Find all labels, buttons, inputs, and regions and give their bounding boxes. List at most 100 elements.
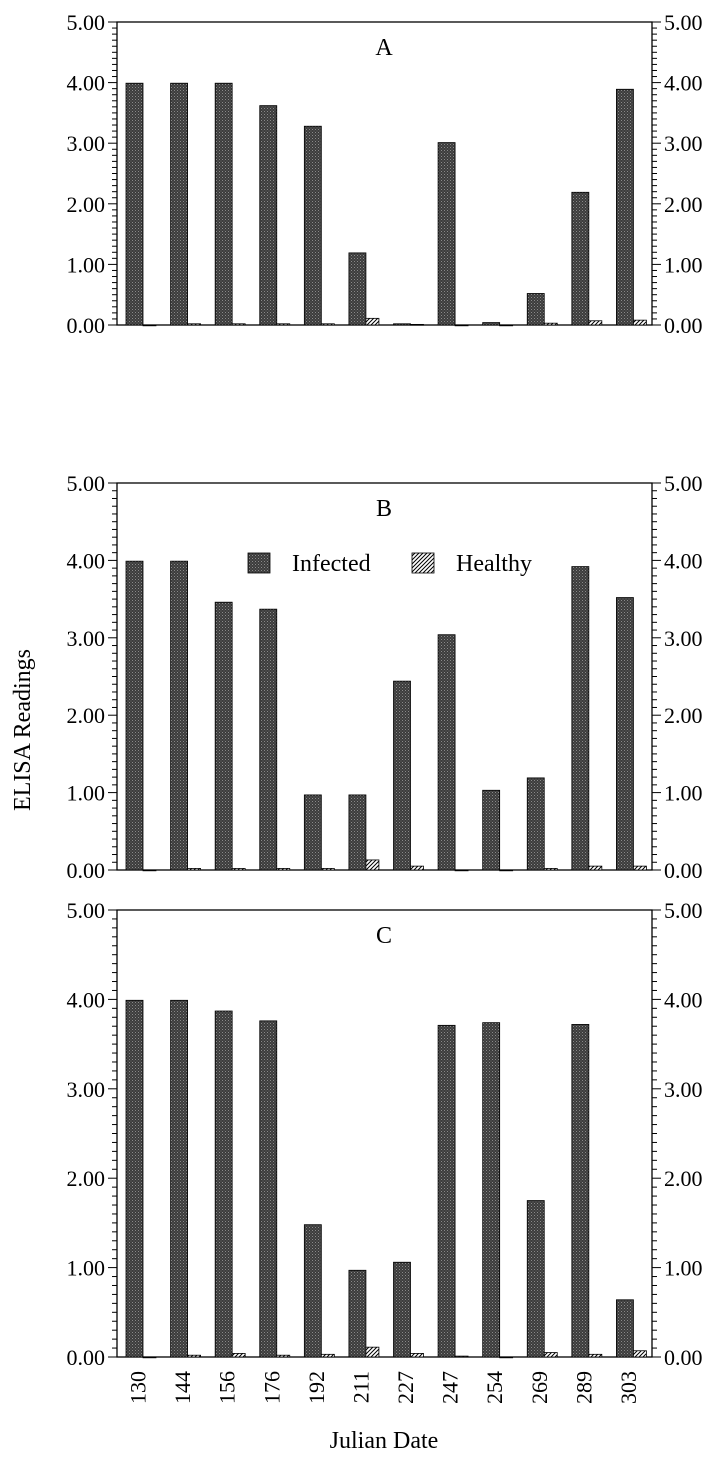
y-tick-label-right: 3.00 [664, 626, 703, 651]
panel-label: B [376, 496, 392, 522]
bar-infected [125, 999, 144, 1358]
bar-healthy [187, 1354, 201, 1358]
bar-healthy [454, 1355, 469, 1358]
bar-infected [214, 1010, 233, 1358]
bar-infected [482, 322, 501, 326]
x-tick-label: 227 [393, 1371, 418, 1404]
bar-healthy [365, 1346, 380, 1358]
bar-healthy [499, 869, 514, 872]
x-tick-label: 130 [126, 1371, 151, 1404]
bar-healthy [365, 317, 380, 326]
bar-infected [616, 1299, 634, 1358]
bar-infected [303, 1224, 322, 1358]
panel-a: 0.00 0.00 1.00 1.00 2.00 2.00 3.00 3.00 4.00 4.00… [67, 10, 703, 338]
panel-b: 0.00 0.00 1.00 1.00 2.00 2.00 3.00 3.00 4.00 4.00… [67, 471, 703, 883]
bar-healthy [543, 322, 558, 326]
bar-healthy [142, 869, 157, 872]
x-tick-label: 144 [170, 1371, 195, 1404]
bar-infected [125, 560, 144, 871]
bar-infected [393, 1261, 411, 1358]
legend-label-healthy: Healthy [456, 551, 532, 577]
y-tick-label-right: 1.00 [664, 1256, 703, 1281]
y-tick-label-left: 1.00 [67, 1256, 106, 1281]
bar-infected [259, 105, 278, 326]
bar-infected [170, 82, 188, 326]
y-tick-label-right: 0.00 [664, 858, 703, 883]
bar-healthy [320, 868, 335, 871]
bar-infected [437, 634, 456, 871]
bar-healthy [499, 1356, 514, 1359]
bar-infected [259, 1020, 278, 1358]
bar-infected [571, 191, 590, 326]
bar-healthy [633, 319, 647, 326]
bar-infected [170, 999, 188, 1358]
bar-infected [348, 1269, 367, 1358]
y-tick-label-left: 0.00 [67, 1345, 106, 1370]
y-tick-label-left: 1.00 [67, 781, 106, 806]
y-tick-label-left: 0.00 [67, 858, 106, 883]
y-tick-label-right: 0.00 [664, 1345, 703, 1370]
bar-healthy [633, 865, 647, 871]
bar-infected [437, 142, 456, 326]
y-tick-label-left: 5.00 [67, 898, 106, 923]
bar-infected [214, 601, 233, 871]
panel-c: 0.00 0.00 1.00 1.00 2.00 2.00 3.00 3.00 4.00 4.00… [67, 898, 703, 1370]
y-tick-label-left: 3.00 [67, 131, 106, 156]
y-tick-label-right: 0.00 [664, 313, 703, 338]
bar-healthy [365, 859, 380, 871]
bar-healthy [543, 868, 558, 871]
bar-infected [214, 82, 233, 326]
y-tick-label-right: 3.00 [664, 1077, 703, 1102]
bar-infected [482, 789, 501, 871]
panel-label: A [375, 35, 393, 61]
bar-infected [616, 597, 634, 871]
bar-healthy [231, 868, 246, 871]
y-tick-label-left: 1.00 [67, 252, 106, 277]
bar-healthy [633, 1350, 647, 1358]
y-tick-label-right: 5.00 [664, 471, 703, 496]
x-tick-label: 247 [438, 1371, 463, 1404]
bar-healthy [187, 323, 201, 326]
bar-infected [616, 88, 634, 326]
y-tick-label-left: 3.00 [67, 626, 106, 651]
bar-healthy [231, 1353, 246, 1358]
bar-healthy [320, 323, 335, 326]
y-tick-label-right: 5.00 [664, 898, 703, 923]
x-tick-label: 192 [304, 1371, 329, 1404]
bar-healthy [142, 324, 157, 327]
bar-infected [526, 293, 545, 326]
bar-healthy [588, 865, 603, 871]
y-tick-label-left: 2.00 [67, 192, 106, 217]
bar-infected [437, 1024, 456, 1358]
bar-infected [571, 566, 590, 871]
bar-healthy [320, 1353, 335, 1358]
y-tick-label-left: 2.00 [67, 1166, 106, 1191]
legend: Infected Healthy [247, 551, 532, 577]
bar-infected [526, 777, 545, 871]
bar-infected [170, 560, 188, 871]
bar-infected [348, 252, 367, 326]
bar-infected [393, 680, 411, 871]
bar-healthy [410, 323, 424, 326]
x-axis-title: Julian Date [330, 1428, 439, 1454]
bar-healthy [410, 865, 424, 871]
y-tick-label-right: 2.00 [664, 703, 703, 728]
x-tick-label: 156 [215, 1371, 240, 1404]
y-tick-label-left: 5.00 [67, 471, 106, 496]
y-tick-label-right: 2.00 [664, 1166, 703, 1191]
y-tick-label-left: 2.00 [67, 703, 106, 728]
bar-infected [259, 608, 278, 871]
bar-infected [526, 1200, 545, 1358]
y-tick-label-left: 3.00 [67, 1077, 106, 1102]
y-tick-label-left: 4.00 [67, 987, 106, 1012]
x-tick-label: 289 [571, 1371, 596, 1404]
bar-healthy [454, 869, 469, 872]
y-tick-label-right: 1.00 [664, 781, 703, 806]
x-tick-labels: 130 144 156 176 192 211 227 247 254 269 289 303 [126, 1371, 641, 1404]
bar-healthy [187, 868, 201, 871]
x-tick-label: 176 [259, 1371, 284, 1404]
x-tick-label: 303 [616, 1371, 641, 1404]
bar-infected [303, 125, 322, 326]
bar-infected [303, 794, 322, 871]
